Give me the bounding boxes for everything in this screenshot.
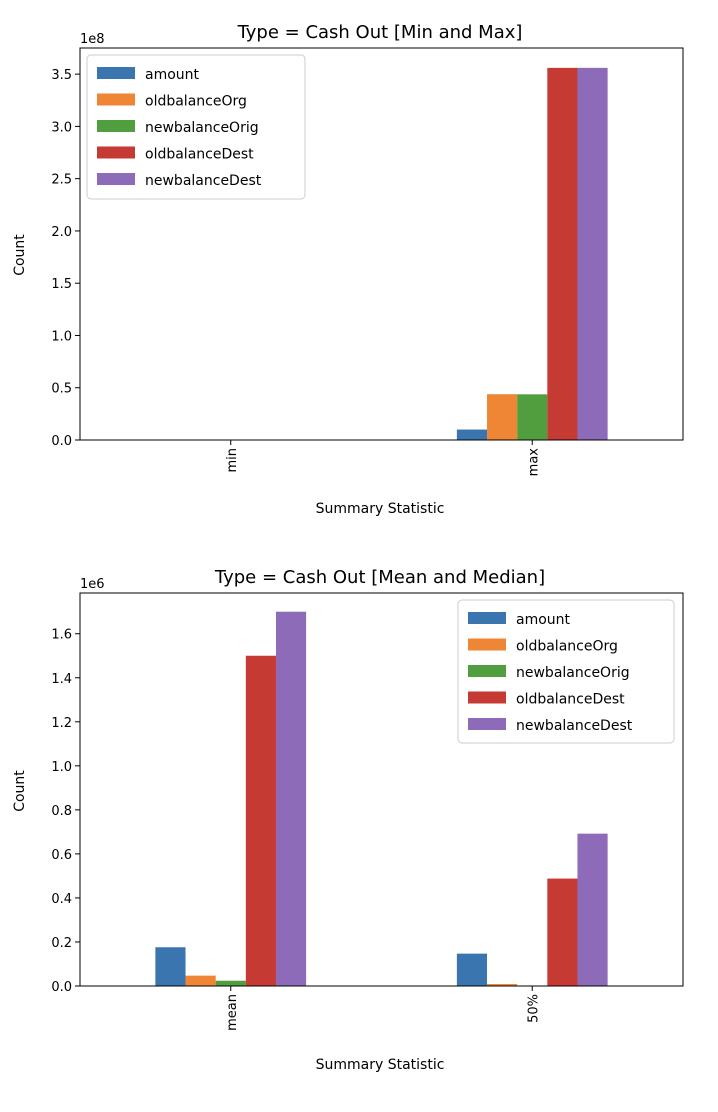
bar-oldbalanceOrg-mean: [185, 975, 216, 986]
chart-title: Type = Cash Out [Min and Max]: [237, 22, 523, 43]
legend-swatch-newbalanceOrig: [468, 665, 506, 677]
legend: amount oldbalanceOrg newbalanceOrig oldbala…: [86, 54, 306, 200]
legend-label-newbalanceDest: newbalanceDest: [516, 718, 633, 734]
x-tick-label: 50%: [526, 994, 541, 1023]
bar-amount-mean: [155, 947, 186, 986]
y-tick-label: 1.6: [51, 628, 72, 643]
legend-swatch-newbalanceOrig: [97, 120, 135, 132]
legend-label-amount: amount: [516, 612, 571, 628]
y-tick-label: 1.4: [51, 672, 72, 687]
y-offset-label: 1e8: [80, 32, 105, 47]
legend-swatch-oldbalanceDest: [468, 691, 506, 704]
x-tick-label: mean: [225, 994, 240, 1031]
legend-label-oldbalanceOrg: oldbalanceOrg: [516, 639, 618, 655]
chart-title: Type = Cash Out [Mean and Median]: [214, 567, 545, 588]
chart-mean-median: Type = Cash Out [Mean and Median] 1e6 Co…: [12, 567, 684, 1073]
y-tick-label: 0.5: [51, 382, 72, 397]
legend-label-newbalanceOrig: newbalanceOrig: [145, 120, 259, 136]
legend-swatch-oldbalanceOrg: [97, 93, 135, 106]
bar-oldbalanceDest-50%: [547, 878, 578, 986]
bar-amount-max: [456, 429, 488, 440]
bar-oldbalanceOrg-50%: [487, 984, 518, 986]
legend: amount oldbalanceOrg newbalanceOrig oldbala…: [457, 599, 675, 744]
legend-box: [86, 54, 306, 200]
bar-oldbalanceDest-max: [547, 67, 578, 441]
legend-swatch-oldbalanceDest: [97, 146, 135, 159]
legend-swatch-newbalanceDest: [468, 718, 506, 730]
y-tick-label: 1.2: [51, 716, 72, 731]
y-tick-label: 0.4: [51, 892, 72, 907]
y-tick-label: 0.0: [51, 980, 72, 995]
legend-label-newbalanceDest: newbalanceDest: [145, 173, 262, 189]
y-tick-label: 0.6: [51, 848, 72, 863]
plot-frame: [79, 592, 684, 987]
bar-amount-50%: [456, 953, 488, 986]
y-tick-label: 2.0: [51, 225, 72, 240]
bar-newbalanceDest-mean: [275, 611, 307, 986]
legend-swatch-amount: [97, 67, 135, 79]
y-tick-label: 0.0: [51, 434, 72, 449]
y-offset-label: 1e6: [80, 577, 105, 592]
y-axis-label: Count: [12, 234, 28, 276]
x-axis-label: Summary Statistic: [316, 501, 445, 517]
legend-swatch-newbalanceDest: [97, 173, 135, 185]
bar-newbalanceDest-max: [577, 67, 608, 441]
y-tick-label: 2.5: [51, 173, 72, 188]
x-axis-label: Summary Statistic: [316, 1057, 445, 1073]
bar-oldbalanceDest-mean: [245, 655, 276, 986]
bar-oldbalanceOrg-max: [487, 394, 518, 440]
plot-frame: [79, 47, 684, 441]
legend-label-oldbalanceOrg: oldbalanceOrg: [145, 94, 247, 110]
x-tick-label: max: [526, 448, 541, 477]
bar-newbalanceDest-50%: [577, 833, 608, 986]
y-tick-label: 3.0: [51, 120, 72, 135]
y-tick-label: 1.0: [51, 329, 72, 344]
y-tick-label: 1.0: [51, 760, 72, 775]
legend-label-oldbalanceDest: oldbalanceDest: [516, 692, 625, 708]
y-axis-label: Count: [12, 770, 28, 812]
y-tick-label: 0.2: [51, 936, 72, 951]
legend-box: [457, 599, 675, 744]
legend-swatch-amount: [468, 612, 506, 624]
legend-label-oldbalanceDest: oldbalanceDest: [145, 147, 254, 163]
bar-newbalanceOrig-max: [517, 394, 548, 440]
bar-newbalanceOrig-mean: [215, 980, 246, 986]
y-tick-label: 0.8: [51, 804, 72, 819]
legend-swatch-oldbalanceOrg: [468, 638, 506, 651]
legend-label-amount: amount: [145, 67, 200, 83]
y-tick-label: 1.5: [51, 277, 72, 292]
legend-label-newbalanceOrig: newbalanceOrig: [516, 665, 630, 681]
x-tick-label: min: [225, 448, 240, 473]
y-tick-label: 3.5: [51, 68, 72, 83]
chart-min-max: Type = Cash Out [Min and Max] 1e8 Count …: [12, 22, 684, 517]
